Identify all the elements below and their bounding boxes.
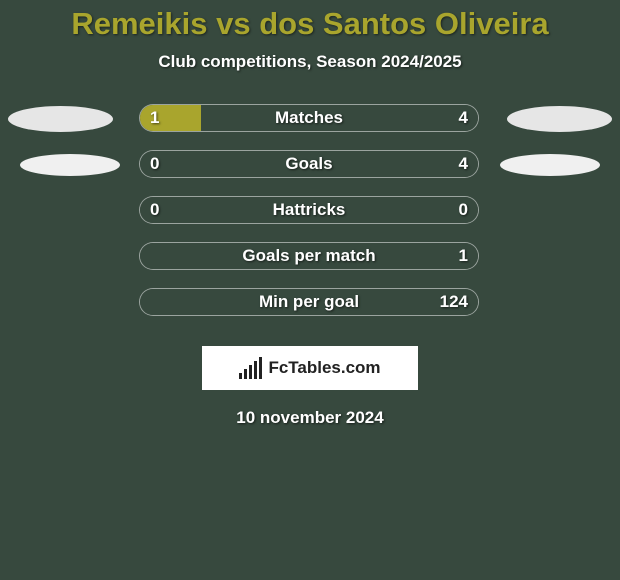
stats-rows: 1 Matches 4 0 Goals 4 0 Hattricks 0 — [0, 104, 620, 334]
date-label: 10 november 2024 — [0, 408, 620, 428]
stat-row: 0 Hattricks 0 — [0, 196, 620, 242]
stat-right-value: 0 — [459, 197, 468, 223]
stat-bar: 0 Hattricks 0 — [139, 196, 479, 224]
stat-bar: 0 Goals 4 — [139, 150, 479, 178]
stat-bar: Min per goal 124 — [139, 288, 479, 316]
subtitle-text: Club competitions, Season 2024/2025 — [158, 52, 461, 71]
team-left-ellipse — [20, 154, 120, 176]
fctables-logo[interactable]: FcTables.com — [202, 346, 418, 390]
team-left-ellipse — [8, 106, 113, 132]
stat-label: Hattricks — [140, 197, 478, 223]
page-title: Remeikis vs dos Santos Oliveira — [0, 0, 620, 42]
stat-bar: 1 Matches 4 — [139, 104, 479, 132]
stat-row: Goals per match 1 — [0, 242, 620, 288]
stat-label: Min per goal — [140, 289, 478, 315]
stat-label: Goals — [140, 151, 478, 177]
stat-right-value: 1 — [459, 243, 468, 269]
stat-row: 1 Matches 4 — [0, 104, 620, 150]
stat-right-value: 124 — [440, 289, 468, 315]
stat-row: Min per goal 124 — [0, 288, 620, 334]
logo-text: FcTables.com — [268, 358, 380, 378]
stat-right-value: 4 — [459, 105, 468, 131]
subtitle: Club competitions, Season 2024/2025 — [0, 52, 620, 72]
stat-bar: Goals per match 1 — [139, 242, 479, 270]
stat-label: Goals per match — [140, 243, 478, 269]
date-text: 10 november 2024 — [236, 408, 383, 427]
stat-row: 0 Goals 4 — [0, 150, 620, 196]
logo-bars-icon — [239, 357, 262, 379]
team-right-ellipse — [507, 106, 612, 132]
team-right-ellipse — [500, 154, 600, 176]
title-text: Remeikis vs dos Santos Oliveira — [71, 6, 548, 41]
stat-label: Matches — [140, 105, 478, 131]
stat-right-value: 4 — [459, 151, 468, 177]
